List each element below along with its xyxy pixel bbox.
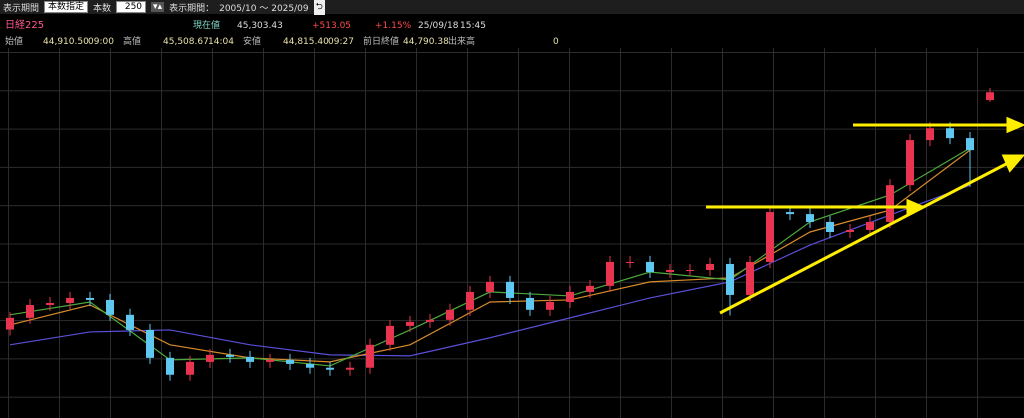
- arrow-head: [1001, 154, 1024, 173]
- candle-body: [486, 281, 494, 292]
- candle-body: [126, 314, 134, 330]
- volume-label: 出来高: [448, 37, 476, 47]
- current-label: 現在値: [193, 21, 221, 31]
- candle-body: [426, 319, 434, 322]
- candle-body: [346, 367, 354, 370]
- open-time: 09:00: [88, 37, 114, 47]
- candle-body: [646, 261, 654, 273]
- candle-body: [6, 317, 14, 330]
- candle-body: [786, 212, 794, 215]
- candle-body: [626, 261, 634, 263]
- candle-body: [46, 302, 54, 305]
- candle-body: [286, 359, 294, 364]
- toolbar: 表示期間 本数指定 本数 250 ▾▴ 表示期間： 2005/10 〜 2025…: [0, 0, 1024, 15]
- candle-body: [246, 356, 254, 362]
- high: 45,508.67: [163, 37, 209, 47]
- moving-average: [9, 184, 971, 357]
- ohlc-row: 始値 44,910.50 09:00 高値 45,508.67 14:04 安値…: [0, 36, 1024, 48]
- quote-row: 日経225 現在値 45,303.43 +513.05 +1.15% 25/09…: [0, 20, 1024, 32]
- candle-body: [166, 357, 174, 375]
- candle-body: [366, 344, 374, 368]
- candle-body: [726, 263, 734, 295]
- period-label: 表示期間: [3, 3, 40, 14]
- change-pct: +1.15%: [375, 21, 412, 31]
- range-label: 表示期間：: [169, 3, 215, 14]
- candle-body: [746, 261, 754, 295]
- prev: 44,790.38: [403, 37, 449, 47]
- candle-body: [906, 140, 914, 186]
- range: 2005/10 〜 2025/09: [219, 3, 309, 14]
- arrow-head: [906, 198, 926, 216]
- prev-label: 前日終値: [363, 37, 400, 47]
- annotations: [706, 116, 1024, 315]
- candle-body: [806, 214, 814, 222]
- candle-body: [86, 297, 94, 300]
- candle-body: [26, 304, 34, 318]
- candle-body: [826, 221, 834, 232]
- candle-body: [226, 354, 234, 357]
- current: 45,303.43: [237, 21, 283, 31]
- candle-body: [526, 297, 534, 310]
- time: 15:45: [460, 21, 486, 31]
- candle-body: [506, 281, 514, 298]
- candle-body: [106, 299, 114, 315]
- volume: 0: [553, 37, 559, 47]
- high-time: 14:04: [208, 37, 234, 47]
- return-button[interactable]: ⮌: [313, 0, 325, 15]
- candle-body: [686, 270, 694, 271]
- candle-body: [386, 325, 394, 345]
- candle-body: [606, 261, 614, 286]
- candle-body: [566, 291, 574, 302]
- candle-body: [466, 291, 474, 310]
- candle-body: [546, 301, 554, 310]
- candle-body: [66, 297, 74, 303]
- candle-body: [266, 359, 274, 362]
- chart: [6, 88, 1024, 381]
- high-label: 高値: [123, 37, 142, 47]
- change: +513.05: [312, 21, 352, 31]
- low: 44,815.40: [283, 37, 329, 47]
- index-name: 日経225: [5, 20, 45, 31]
- spinner[interactable]: ▾▴: [151, 2, 165, 12]
- candle-body: [326, 367, 334, 370]
- open: 44,910.50: [43, 37, 89, 47]
- candle-body: [886, 185, 894, 222]
- candle-body: [966, 138, 974, 151]
- candle-body: [986, 92, 994, 101]
- candle-body: [186, 361, 194, 375]
- plot-area: [0, 48, 1024, 418]
- candle-body: [206, 354, 214, 362]
- candle-body: [446, 309, 454, 320]
- trend-arrow: [719, 161, 1009, 315]
- candle-body: [866, 221, 874, 230]
- open-label: 始値: [5, 37, 24, 47]
- moving-average: [9, 149, 971, 363]
- mode-select[interactable]: 本数指定: [44, 1, 89, 13]
- candle-body: [306, 363, 314, 368]
- candle-body: [766, 212, 774, 262]
- candle-body: [706, 263, 714, 270]
- count-label: 本数: [93, 3, 112, 14]
- candle-body: [666, 270, 674, 273]
- candle-body: [926, 128, 934, 141]
- arrow-head: [1006, 116, 1024, 134]
- candle-body: [146, 329, 154, 358]
- count-input[interactable]: 250: [116, 1, 147, 13]
- date: 25/09/18: [418, 21, 459, 31]
- low-time: 09:27: [328, 37, 354, 47]
- candle-body: [406, 321, 414, 326]
- candle-body: [946, 128, 954, 139]
- candle-body: [586, 285, 594, 292]
- candle-body: [846, 229, 854, 232]
- low-label: 安値: [243, 37, 262, 47]
